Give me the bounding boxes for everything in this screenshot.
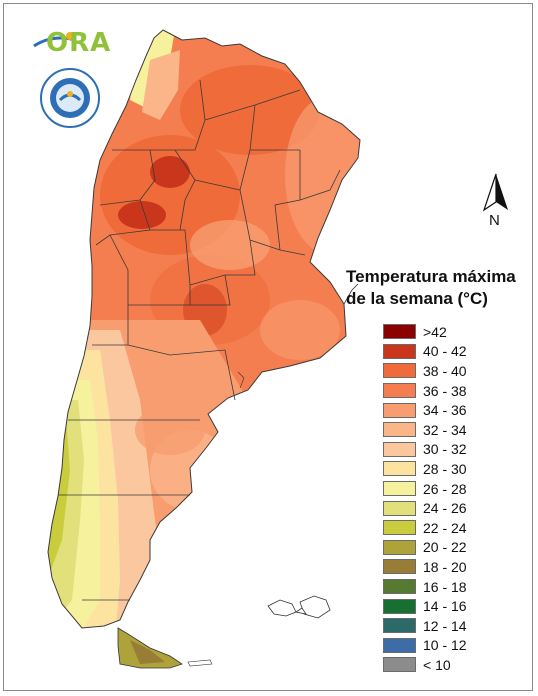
legend-swatch xyxy=(383,461,416,477)
legend-label: 14 - 16 xyxy=(423,598,467,615)
legend-swatch xyxy=(383,363,416,379)
legend-swatch xyxy=(383,637,416,653)
legend-items: >42 40 - 42 38 - 40 36 - 38 34 - 36 32 - 34 30… xyxy=(383,322,530,675)
legend-swatch xyxy=(383,598,416,614)
north-arrow-icon xyxy=(482,173,508,212)
legend-swatch xyxy=(383,579,416,595)
legend-swatch xyxy=(383,618,416,634)
legend-item: 36 - 38 xyxy=(383,381,530,401)
tierra-del-fuego xyxy=(117,627,213,669)
ora-swoosh-icon xyxy=(33,32,77,48)
legend-title-line2: de la semana (°C) xyxy=(346,289,488,308)
legend-item: 22 - 24 xyxy=(383,518,530,538)
north-label: N xyxy=(489,212,500,229)
legend-label: >42 xyxy=(423,323,447,340)
legend-item: 16 - 18 xyxy=(383,577,530,597)
legend-label: 28 - 30 xyxy=(423,460,467,477)
legend-label: 24 - 26 xyxy=(423,500,467,517)
legend-item: 40 - 42 xyxy=(383,342,530,362)
legend-swatch xyxy=(383,383,416,399)
legend-swatch xyxy=(383,441,416,457)
legend-item: 26 - 28 xyxy=(383,479,530,499)
legend-label: 36 - 38 xyxy=(423,382,467,399)
legend-item: 32 - 34 xyxy=(383,420,530,440)
legend-label: 12 - 14 xyxy=(423,617,467,634)
legend-item: 18 - 20 xyxy=(383,557,530,577)
legend-item: 34 - 36 xyxy=(383,400,530,420)
legend-label: 30 - 32 xyxy=(423,441,467,458)
legend: Temperatura máxima de la semana (°C) >42… xyxy=(340,266,530,675)
legend-swatch xyxy=(383,324,416,340)
legend-item: 28 - 30 xyxy=(383,459,530,479)
smn-seal-icon xyxy=(40,68,100,128)
legend-swatch xyxy=(383,402,416,418)
province-borders xyxy=(47,29,361,629)
legend-swatch xyxy=(383,422,416,438)
legend-swatch xyxy=(383,657,416,673)
legend-item: 38 - 40 xyxy=(383,361,530,381)
legend-title-line1: Temperatura máxima xyxy=(346,267,516,286)
ora-logo: ORA xyxy=(32,28,112,64)
legend-label: 22 - 24 xyxy=(423,519,467,536)
legend-label: 18 - 20 xyxy=(423,558,467,575)
legend-label: 34 - 36 xyxy=(423,402,467,419)
ora-logo-text: ORA xyxy=(46,28,112,58)
legend-label: 38 - 40 xyxy=(423,362,467,379)
legend-label: < 10 xyxy=(423,656,451,673)
legend-item: >42 xyxy=(383,322,530,342)
legend-label: 16 - 18 xyxy=(423,578,467,595)
legend-item: 12 - 14 xyxy=(383,616,530,636)
legend-label: 20 - 22 xyxy=(423,539,467,556)
legend-item: 30 - 32 xyxy=(383,440,530,460)
legend-swatch xyxy=(383,539,416,555)
legend-label: 26 - 28 xyxy=(423,480,467,497)
legend-label: 32 - 34 xyxy=(423,421,467,438)
legend-swatch xyxy=(383,520,416,536)
malvinas-islands xyxy=(267,595,331,619)
map-frame xyxy=(3,3,533,691)
legend-item: 10 - 12 xyxy=(383,636,530,656)
legend-label: 10 - 12 xyxy=(423,637,467,654)
legend-swatch xyxy=(383,559,416,575)
legend-label: 40 - 42 xyxy=(423,343,467,360)
legend-item: 14 - 16 xyxy=(383,596,530,616)
legend-swatch xyxy=(383,481,416,497)
legend-swatch xyxy=(383,500,416,516)
legend-item: 20 - 22 xyxy=(383,538,530,558)
legend-item: < 10 xyxy=(383,655,530,675)
legend-swatch xyxy=(383,343,416,359)
legend-item: 24 - 26 xyxy=(383,498,530,518)
